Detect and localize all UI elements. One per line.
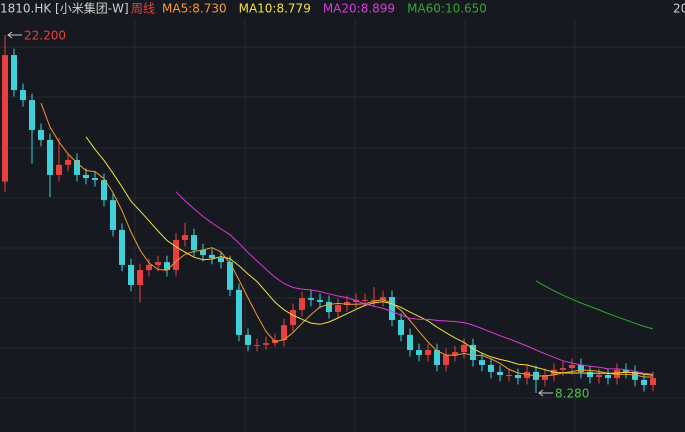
candle-body: [290, 309, 296, 326]
symbol: 1810.HK [小米集团-W]: [0, 1, 129, 16]
candle-body: [299, 298, 305, 310]
candle-body: [164, 262, 170, 271]
candle-body: [452, 352, 458, 355]
candle-body: [155, 262, 161, 265]
candle-body: [416, 350, 422, 355]
candle-body: [128, 264, 134, 285]
candle-body: [434, 350, 440, 365]
candle-body: [623, 369, 629, 372]
candle-body: [209, 254, 215, 258]
candle-body: [119, 229, 125, 265]
candle-body: [263, 343, 269, 345]
candle-body: [308, 298, 314, 300]
candle-body: [218, 257, 224, 263]
annotation: 8.280: [555, 387, 589, 401]
candle-body: [470, 344, 476, 361]
candle-body: [236, 289, 242, 335]
candle-body: [317, 299, 323, 302]
candle-body: [605, 374, 611, 379]
ma-label: MA60:10.650: [407, 2, 487, 16]
annotation-arrowhead: [7, 31, 13, 39]
edge-label: 20: [673, 2, 685, 16]
candle-body: [146, 264, 152, 271]
ma-line: [40, 102, 653, 378]
candle-body: [335, 305, 341, 312]
candle-body: [371, 299, 377, 301]
candle-body: [29, 100, 35, 130]
candle-body: [515, 374, 521, 379]
candle-body: [191, 235, 197, 251]
candle-body: [641, 379, 647, 386]
candle-body: [65, 159, 71, 165]
candle-body: [245, 334, 251, 345]
candle-body: [227, 262, 233, 290]
candle-body: [56, 164, 62, 175]
candle-body: [101, 180, 107, 201]
candle-body: [20, 90, 26, 101]
candle-body: [281, 325, 287, 341]
ma-label: MA5:8.730: [162, 2, 227, 16]
period: 周线: [131, 2, 155, 16]
candle-body: [524, 371, 530, 379]
candle-body: [11, 55, 17, 91]
candle-body: [542, 374, 548, 380]
candle-body: [344, 301, 350, 306]
annotation: 22.200: [24, 29, 66, 43]
candle-body: [389, 297, 395, 320]
candle-body: [254, 344, 260, 346]
annotation-arrowhead: [538, 389, 544, 397]
candle-body: [92, 177, 98, 181]
candle-body: [326, 301, 332, 312]
ma-line: [535, 280, 654, 330]
ma-label: MA20:8.899: [323, 2, 395, 16]
ma-label: MA10:8.779: [239, 2, 311, 16]
candle-body: [425, 350, 431, 355]
candle-body: [488, 364, 494, 372]
candle-body: [407, 334, 413, 351]
candle-body: [479, 360, 485, 365]
candle-body: [461, 344, 467, 353]
candle-body: [578, 364, 584, 372]
candle-body: [47, 139, 53, 175]
candle-body: [182, 235, 188, 240]
candle-body: [443, 354, 449, 365]
candle-body: [587, 371, 593, 378]
candle-body: [362, 299, 368, 301]
candle-body: [137, 270, 143, 285]
candle-body: [110, 200, 116, 230]
candle-body: [38, 129, 44, 140]
candle-body: [497, 371, 503, 375]
candle-body: [200, 250, 206, 255]
candle-body: [74, 159, 80, 175]
candle-body: [506, 374, 512, 376]
candle-body: [560, 368, 566, 370]
candle-body: [398, 319, 404, 335]
candle-body: [632, 371, 638, 380]
candle-body: [596, 374, 602, 378]
candle-body: [380, 297, 386, 300]
candle-body: [83, 174, 89, 178]
candle-body: [173, 239, 179, 271]
ma-line: [175, 191, 654, 375]
candle-body: [569, 364, 575, 369]
ma-line: [85, 136, 654, 376]
candle-body: [650, 378, 656, 386]
candle-body: [2, 55, 8, 182]
